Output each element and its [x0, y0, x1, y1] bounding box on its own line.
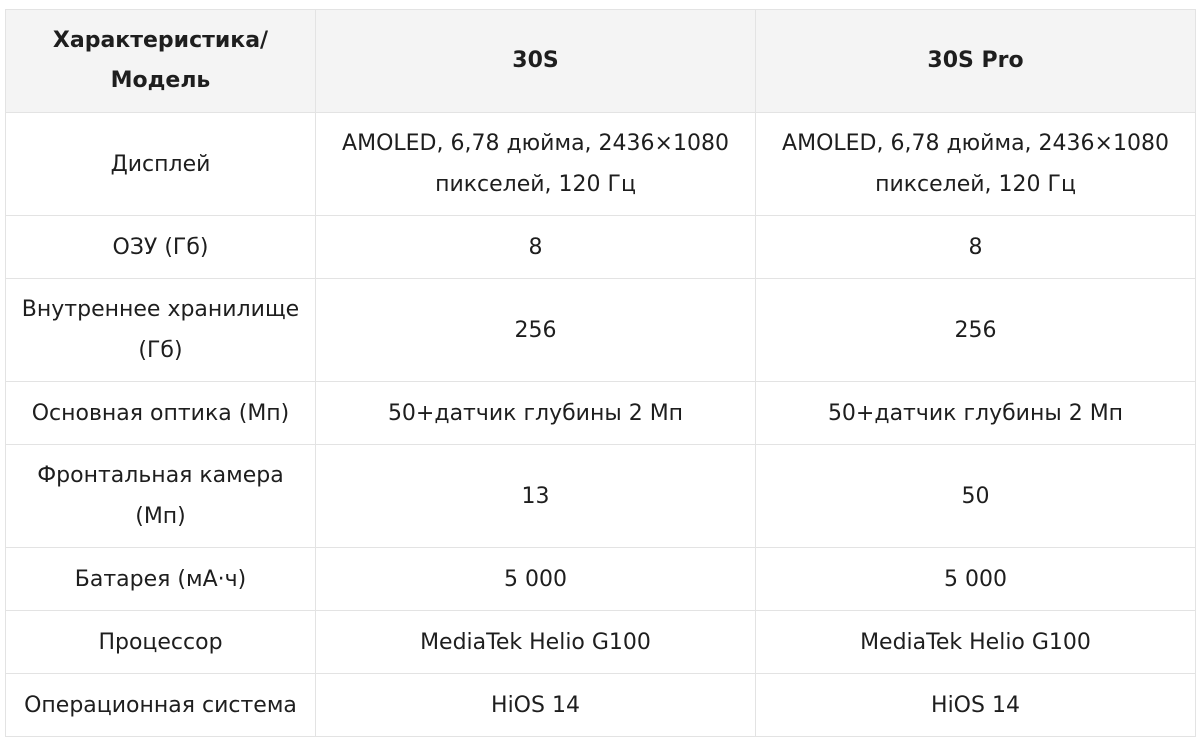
table-body: Дисплей AMOLED, 6,78 дюйма, 2436×1080 пи…	[5, 112, 1196, 737]
row-label: Фронтальная камера (Мп)	[5, 444, 316, 548]
cell-30s: 5 000	[315, 547, 756, 611]
row-label: Дисплей	[5, 112, 316, 216]
cell-30s: 13	[315, 444, 756, 548]
table-row-processor: Процессор MediaTek Helio G100 MediaTek H…	[5, 610, 1196, 674]
row-label: Операционная система	[5, 673, 316, 737]
cell-30s: 256	[315, 278, 756, 382]
cell-30s-pro: 8	[755, 215, 1196, 279]
table-header: Характеристика/ Модель 30S 30S Pro	[5, 9, 1196, 113]
row-label: Основная оптика (Мп)	[5, 381, 316, 445]
table-row-display: Дисплей AMOLED, 6,78 дюйма, 2436×1080 пи…	[5, 112, 1196, 216]
cell-30s: AMOLED, 6,78 дюйма, 2436×1080 пикселей, …	[315, 112, 756, 216]
header-label: 30S Pro	[927, 48, 1024, 73]
header-row: Характеристика/ Модель 30S 30S Pro	[5, 9, 1196, 113]
table-row-storage: Внутреннее хранилище (Гб) 256 256	[5, 278, 1196, 382]
cell-30s: 8	[315, 215, 756, 279]
row-label: ОЗУ (Гб)	[5, 215, 316, 279]
table-row-ram: ОЗУ (Гб) 8 8	[5, 215, 1196, 279]
header-model-30s: 30S	[315, 9, 756, 113]
row-label: Батарея (мА·ч)	[5, 547, 316, 611]
table-row-main-camera: Основная оптика (Мп) 50+датчик глубины 2…	[5, 381, 1196, 445]
table-row-os: Операционная система HiOS 14 HiOS 14	[5, 673, 1196, 737]
header-model-30s-pro: 30S Pro	[755, 9, 1196, 113]
table-row-battery: Батарея (мА·ч) 5 000 5 000	[5, 547, 1196, 611]
cell-30s-pro: 50+датчик глубины 2 Мп	[755, 381, 1196, 445]
cell-30s: HiOS 14	[315, 673, 756, 737]
row-label: Внутреннее хранилище (Гб)	[5, 278, 316, 382]
table-row-front-camera: Фронтальная камера (Мп) 13 50	[5, 444, 1196, 548]
spec-comparison-table: Характеристика/ Модель 30S 30S Pro Диспл…	[5, 9, 1196, 737]
header-label: Характеристика/ Модель	[52, 28, 269, 93]
cell-30s-pro: 256	[755, 278, 1196, 382]
cell-30s: MediaTek Helio G100	[315, 610, 756, 674]
cell-30s-pro: AMOLED, 6,78 дюйма, 2436×1080 пикселей, …	[755, 112, 1196, 216]
cell-30s: 50+датчик глубины 2 Мп	[315, 381, 756, 445]
header-characteristic: Характеристика/ Модель	[5, 9, 316, 113]
cell-30s-pro: 5 000	[755, 547, 1196, 611]
row-label: Процессор	[5, 610, 316, 674]
cell-30s-pro: MediaTek Helio G100	[755, 610, 1196, 674]
header-label: 30S	[512, 48, 559, 73]
cell-30s-pro: HiOS 14	[755, 673, 1196, 737]
cell-30s-pro: 50	[755, 444, 1196, 548]
